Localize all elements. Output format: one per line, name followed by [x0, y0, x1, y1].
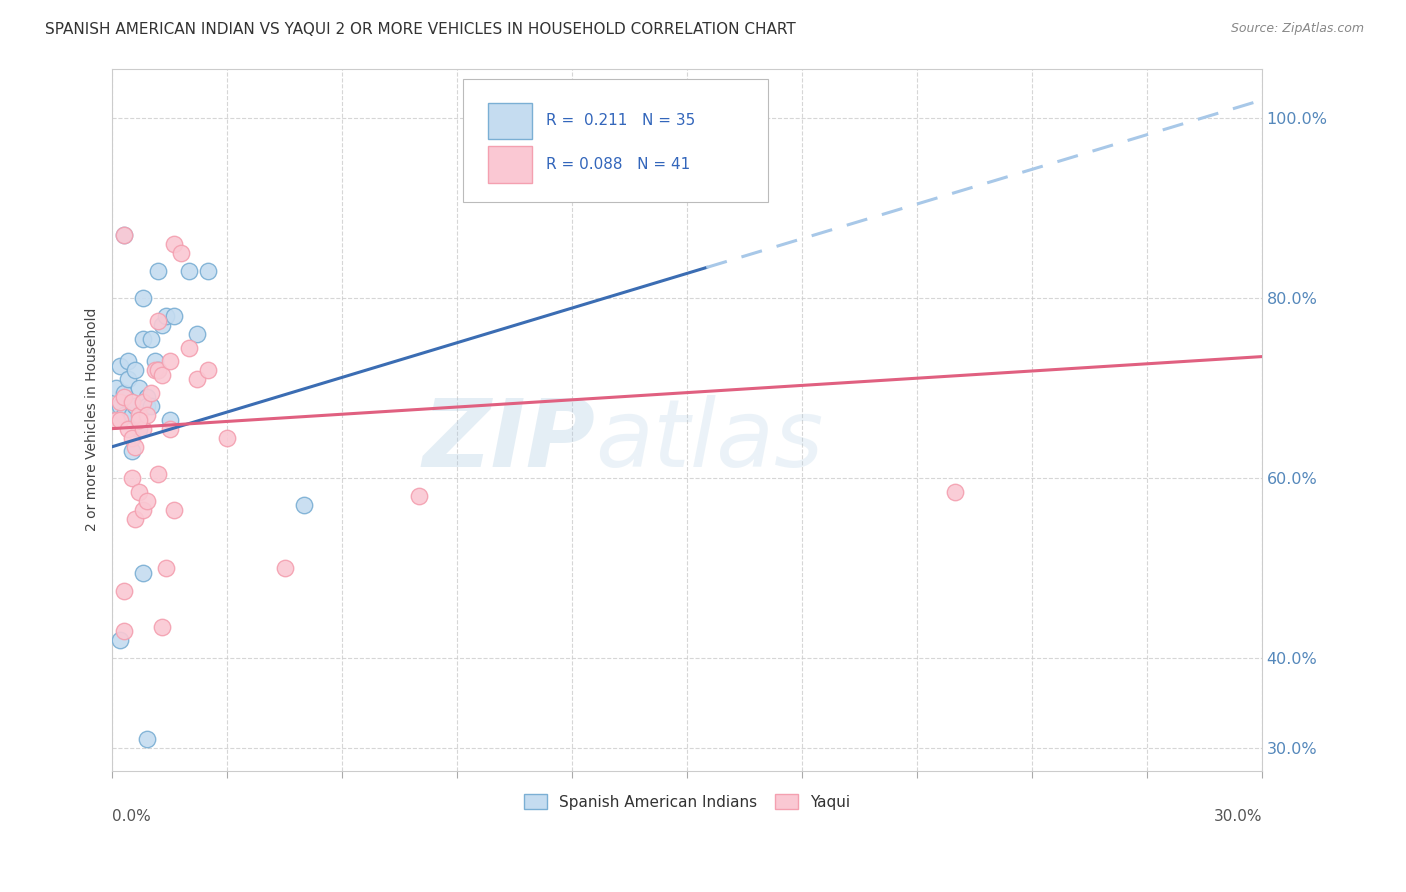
Point [117, 354, 139, 368]
Point [108, 633, 131, 648]
Point [150, 620, 173, 634]
Point [143, 363, 166, 377]
Point [112, 408, 135, 422]
Point [128, 381, 150, 395]
Point [179, 264, 201, 278]
Text: Source: ZipAtlas.com: Source: ZipAtlas.com [1230, 22, 1364, 36]
Point [108, 359, 131, 373]
Text: ZIP: ZIP [422, 394, 595, 487]
Point [124, 511, 146, 525]
Point [159, 412, 181, 426]
Point [105, 412, 128, 426]
FancyBboxPatch shape [488, 103, 531, 139]
Point [112, 385, 135, 400]
Point [179, 341, 201, 355]
Point [148, 363, 170, 377]
Point [155, 309, 177, 323]
Point [117, 422, 139, 436]
Point [148, 313, 170, 327]
Point [159, 354, 181, 368]
Text: R =  0.211   N = 35: R = 0.211 N = 35 [546, 113, 695, 128]
Y-axis label: 2 or more Vehicles in Household: 2 or more Vehicles in Household [86, 308, 100, 532]
Point [121, 431, 143, 445]
Point [128, 422, 150, 436]
Point [139, 399, 162, 413]
FancyBboxPatch shape [463, 79, 768, 202]
Point [128, 408, 150, 422]
Point [108, 412, 131, 426]
Point [217, 431, 239, 445]
Text: atlas: atlas [595, 395, 824, 486]
Point [186, 372, 208, 386]
Point [121, 444, 143, 458]
Point [121, 471, 143, 485]
Point [163, 502, 186, 516]
Point [408, 489, 430, 503]
Point [163, 237, 186, 252]
Point [105, 381, 128, 395]
Point [112, 228, 135, 243]
Point [124, 363, 146, 377]
Point [186, 327, 208, 342]
Point [150, 368, 173, 382]
Point [112, 624, 135, 639]
Point [139, 385, 162, 400]
Point [197, 264, 219, 278]
Point [108, 399, 131, 413]
Point [170, 246, 193, 260]
Point [136, 408, 159, 422]
Point [105, 412, 128, 426]
Point [132, 566, 155, 580]
Point [148, 363, 170, 377]
Point [943, 484, 966, 499]
Point [124, 399, 146, 413]
Text: SPANISH AMERICAN INDIAN VS YAQUI 2 OR MORE VEHICLES IN HOUSEHOLD CORRELATION CHA: SPANISH AMERICAN INDIAN VS YAQUI 2 OR MO… [45, 22, 796, 37]
Point [132, 291, 155, 305]
Text: 0.0%: 0.0% [112, 809, 152, 824]
Point [132, 422, 155, 436]
Point [121, 408, 143, 422]
Text: R = 0.088   N = 41: R = 0.088 N = 41 [546, 157, 690, 172]
Point [112, 228, 135, 243]
Point [108, 394, 131, 409]
Point [159, 422, 181, 436]
Point [139, 332, 162, 346]
Point [150, 318, 173, 332]
Point [121, 394, 143, 409]
Point [163, 309, 186, 323]
Point [274, 561, 297, 575]
Legend: Spanish American Indians, Yaqui: Spanish American Indians, Yaqui [517, 788, 856, 815]
Text: 30.0%: 30.0% [1213, 809, 1261, 824]
Point [132, 502, 155, 516]
Point [128, 412, 150, 426]
Point [143, 354, 166, 368]
Point [112, 583, 135, 598]
Point [124, 440, 146, 454]
Point [132, 332, 155, 346]
Point [148, 467, 170, 481]
Point [292, 498, 315, 512]
FancyBboxPatch shape [488, 146, 531, 183]
Point [148, 264, 170, 278]
Point [136, 399, 159, 413]
Point [136, 732, 159, 747]
Point [132, 394, 155, 409]
Point [112, 390, 135, 404]
Point [128, 484, 150, 499]
Point [117, 372, 139, 386]
Point [136, 493, 159, 508]
Point [136, 390, 159, 404]
Point [155, 561, 177, 575]
Point [197, 363, 219, 377]
